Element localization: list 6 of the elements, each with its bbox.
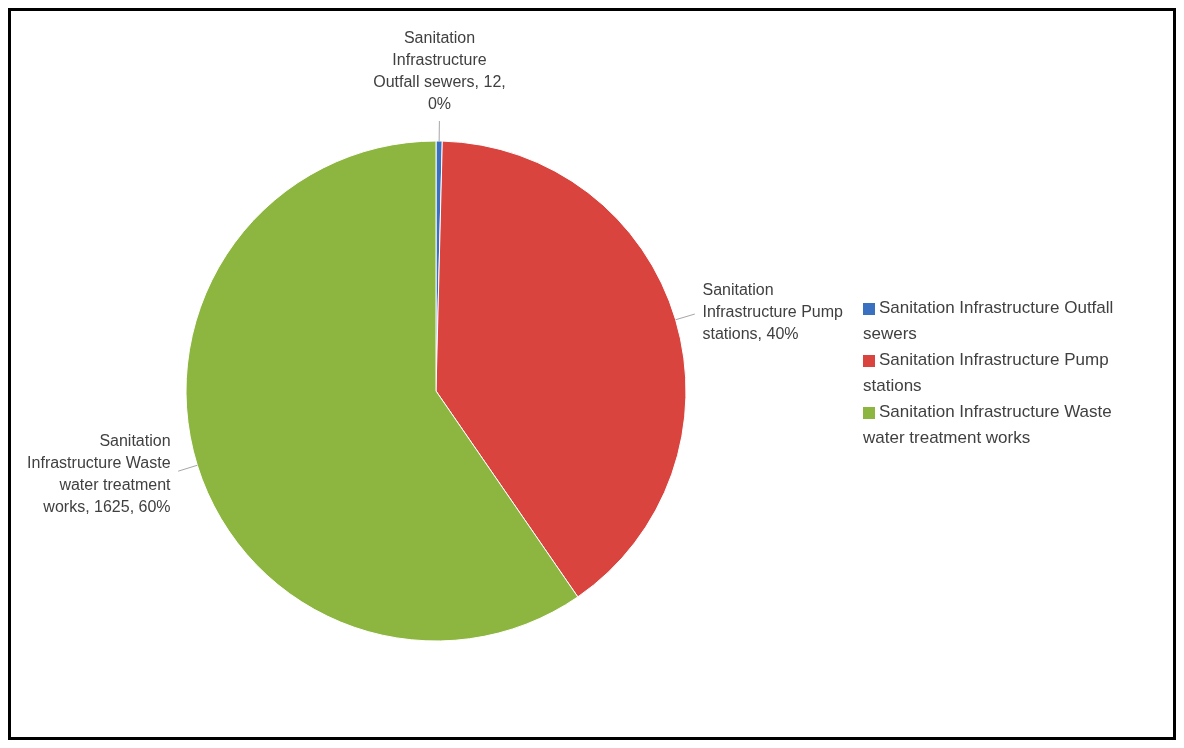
legend-label: Sanitation Infrastructure Waste water treatment works xyxy=(863,402,1112,447)
legend-label: Sanitation Infrastructure Outfall sewers xyxy=(863,298,1114,343)
data-label: Sanitation Infrastructure Waste water treatment works, 1625, 60% xyxy=(27,431,172,515)
legend-label: Sanitation Infrastructure Pump stations xyxy=(863,350,1109,395)
data-label: Sanitation Infrastructure Outfall sewers, 12, 0% xyxy=(373,29,506,113)
data-label: Sanitation Infrastructure Pump stations, 40% xyxy=(702,280,844,342)
